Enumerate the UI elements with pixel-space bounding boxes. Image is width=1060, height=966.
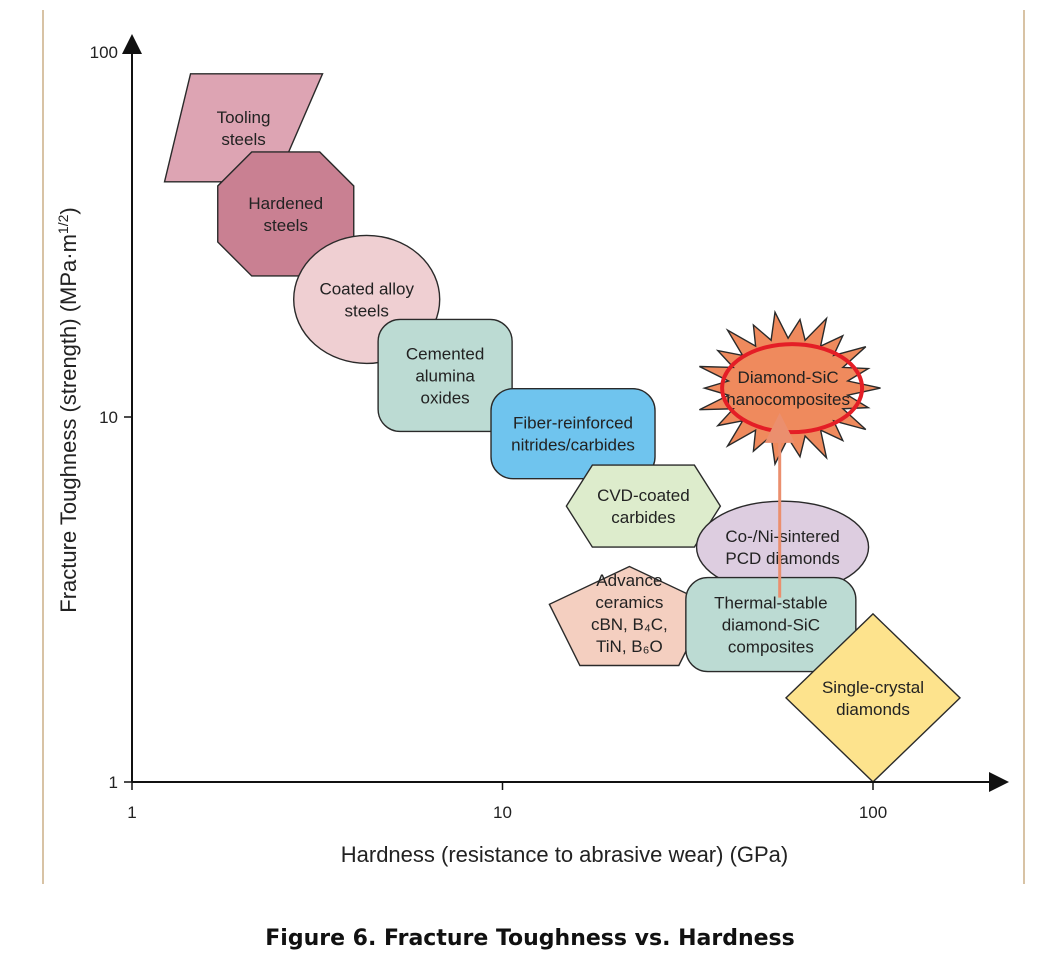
y-axis-label: Fracture Toughness (strength) (MPa·m1/2) (55, 207, 81, 612)
cvd-coated-carbides-label: CVD-coated (597, 486, 690, 505)
axes: 1 10 100 1 10 100 Hardness (resistance to abra… (55, 34, 1009, 867)
tooling-steels-label: steels (221, 130, 265, 149)
advance-ceramics-label: cBN, B₄C, (591, 615, 668, 634)
region-cemented-alumina-oxides: Cemented alumina oxides (377, 318, 513, 433)
region-co-ni-sintered: Co-/Ni-sintered PCD diamonds (695, 500, 870, 594)
region-thermal-stable: Thermal-stable diamond-SiC composites (685, 576, 857, 673)
y-tick-label: 1 (109, 773, 118, 792)
x-tick-label: 10 (493, 803, 512, 822)
fiber-reinforced-label: Fiber-reinforced (513, 414, 633, 433)
advance-ceramics-label: ceramics (595, 593, 663, 612)
diamond-sic-nano-label: nanocomposites (726, 390, 850, 409)
cvd-coated-carbides-shape (565, 464, 722, 548)
diamond-sic-nano-label: Diamond-SiC (738, 368, 839, 387)
co-ni-sintered-label: Co-/Ni-sintered (725, 527, 839, 546)
figure-frame (42, 10, 1025, 884)
hardened-steels-label: Hardened (248, 194, 323, 213)
thermal-stable-label: Thermal-stable (714, 594, 827, 613)
y-tick-label: 10 (99, 408, 118, 427)
region-fiber-reinforced: Fiber-reinforced nitrides/carbides (490, 388, 656, 480)
cemented-alumina-oxides-label: oxides (421, 388, 470, 407)
fiber-reinforced-label: nitrides/carbides (511, 436, 635, 455)
thermal-stable-label: diamond-SiC (722, 616, 820, 635)
toughness-hardness-chart: Tooling steels Hardened steels Coated alloy s… (55, 34, 1009, 867)
cemented-alumina-oxides-label: Cemented (406, 344, 484, 363)
cemented-alumina-oxides-shape (377, 318, 513, 433)
advance-ceramics-label: TiN, B₆O (596, 637, 663, 656)
figure-caption: Figure 6. Fracture Toughness vs. Hardnes… (265, 926, 795, 951)
coated-alloy-steels-label: steels (344, 301, 388, 320)
advance-ceramics-label: Advance (596, 571, 662, 590)
region-advance-ceramics: Advance ceramics cBN, B₄C, TiN, B₆O (548, 565, 711, 667)
single-crystal-label: Single-crystal (822, 678, 924, 697)
material-regions: Tooling steels Hardened steels Coated alloy s… (163, 73, 962, 783)
region-diamond-sic-nano: Diamond-SiC nanocomposites (699, 309, 881, 467)
y-tick-label: 100 (90, 43, 118, 62)
co-ni-sintered-label: PCD diamonds (725, 549, 839, 568)
single-crystal-label: diamonds (836, 700, 910, 719)
fiber-reinforced-shape (490, 388, 656, 480)
thermal-stable-label: composites (728, 638, 814, 657)
tooling-steels-label: Tooling (217, 108, 271, 127)
coated-alloy-steels-label: Coated alloy (319, 279, 414, 298)
diamond-sic-nano-shape (699, 309, 881, 467)
cvd-coated-carbides-label: carbides (611, 508, 675, 527)
annotations (720, 342, 865, 598)
hardened-steels-label: steels (264, 216, 308, 235)
x-axis-label: Hardness (resistance to abrasive wear) (… (341, 842, 789, 867)
region-hardened-steels: Hardened steels (217, 151, 355, 277)
cemented-alumina-oxides-label: alumina (415, 366, 475, 385)
region-cvd-coated-carbides: CVD-coated carbides (565, 464, 722, 548)
x-tick-label: 1 (127, 803, 136, 822)
x-tick-label: 100 (859, 803, 887, 822)
region-single-crystal: Single-crystal diamonds (784, 612, 962, 783)
thermal-stable-shape (685, 576, 857, 673)
